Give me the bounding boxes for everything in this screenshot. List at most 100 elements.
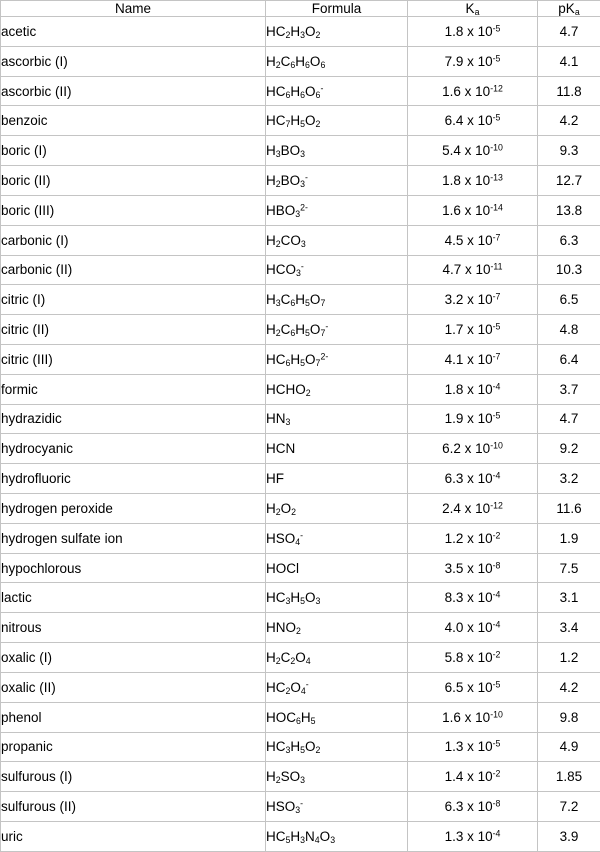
table-row: boric (II) H2BO3- 1.8 x 10-13 12.7 xyxy=(0,165,600,196)
ka-value-cell: 5.4 x 10-10 xyxy=(407,135,538,167)
formula-cell: H2C6H6O6 xyxy=(265,45,408,77)
acid-name-cell: sulfurous (I) xyxy=(0,761,266,793)
pka-value-cell: 4.7 xyxy=(537,403,600,435)
ka-value-cell: 8.3 x 10-4 xyxy=(407,582,538,614)
table-row: hydrofluoric HF 6.3 x 10-4 3.2 xyxy=(0,463,600,494)
ka-value-cell: 7.9 x 10-5 xyxy=(407,45,538,77)
pka-value-cell: 11.8 xyxy=(537,75,600,107)
formula-cell: HCN xyxy=(265,433,408,465)
formula-cell: HSO3- xyxy=(265,791,408,822)
ka-value-cell: 1.4 x 10-2 xyxy=(407,761,538,793)
formula-cell: H3C6H5O7 xyxy=(265,284,408,316)
pka-value-cell: 12.7 xyxy=(537,165,600,196)
acid-name-cell: hydrocyanic xyxy=(0,433,266,465)
formula-cell: HC3H5O3 xyxy=(265,582,408,614)
pka-value-cell: 3.7 xyxy=(537,373,600,405)
pka-value-cell: 1.2 xyxy=(537,642,600,673)
ka-value-cell: 1.3 x 10-5 xyxy=(407,731,538,763)
pka-value-cell: 4.8 xyxy=(537,314,600,345)
ka-value-cell: 6.5 x 10-5 xyxy=(407,671,538,703)
ka-value-cell: 4.5 x 10-7 xyxy=(407,224,538,256)
ka-value-cell: 1.9 x 10-5 xyxy=(407,403,538,435)
acid-name-cell: carbonic (I) xyxy=(0,224,266,256)
table-row: citric (I) H3C6H5O7 3.2 x 10-7 6.5 xyxy=(0,284,600,316)
table-row: boric (III) HBO32- 1.6 x 10-14 13.8 xyxy=(0,194,600,226)
acid-name-cell: acetic xyxy=(0,16,266,47)
formula-cell: HC7H5O2 xyxy=(265,105,408,137)
formula-cell: HBO32- xyxy=(265,194,408,226)
formula-cell: HC2H3O2 xyxy=(265,16,408,47)
ka-value-cell: 4.0 x 10-4 xyxy=(407,612,538,644)
table-body: acetic HC2H3O2 1.8 x 10-5 4.7 ascorbic (I) H2… xyxy=(0,16,600,852)
ka-value-cell: 6.2 x 10-10 xyxy=(407,433,538,465)
pka-value-cell: 3.2 xyxy=(537,463,600,494)
pka-value-cell: 4.2 xyxy=(537,671,600,703)
acid-name-cell: hydrazidic xyxy=(0,403,266,435)
formula-cell: HSO4- xyxy=(265,522,408,554)
formula-cell: H2CO3 xyxy=(265,224,408,256)
acid-name-cell: oxalic (I) xyxy=(0,642,266,673)
table-row: ascorbic (I) H2C6H6O6 7.9 x 10-5 4.1 xyxy=(0,45,600,77)
ka-value-cell: 1.6 x 10-12 xyxy=(407,75,538,107)
acid-name-cell: hypochlorous xyxy=(0,552,266,584)
formula-cell: HCO3- xyxy=(265,254,408,286)
formula-cell: HCHO2 xyxy=(265,373,408,405)
acid-name-cell: sulfurous (II) xyxy=(0,791,266,822)
acid-name-cell: citric (I) xyxy=(0,284,266,316)
ka-value-cell: 1.6 x 10-10 xyxy=(407,701,538,733)
formula-cell: HC2O4- xyxy=(265,671,408,703)
ka-value-cell: 2.4 x 10-12 xyxy=(407,493,538,524)
header-ka: Ka xyxy=(407,0,538,17)
table-row: phenol HOC6H5 1.6 x 10-10 9.8 xyxy=(0,701,600,733)
ka-value-cell: 6.3 x 10-4 xyxy=(407,463,538,494)
pka-value-cell: 9.3 xyxy=(537,135,600,167)
table-row: acetic HC2H3O2 1.8 x 10-5 4.7 xyxy=(0,16,600,47)
pka-value-cell: 4.9 xyxy=(537,731,600,763)
header-formula: Formula xyxy=(265,0,408,17)
acid-name-cell: propanic xyxy=(0,731,266,763)
formula-cell: H3BO3 xyxy=(265,135,408,167)
formula-cell: HC6H6O6- xyxy=(265,75,408,107)
acid-name-cell: hydrogen sulfate ion xyxy=(0,522,266,554)
formula-cell: H2SO3 xyxy=(265,761,408,793)
acid-name-cell: oxalic (II) xyxy=(0,671,266,703)
table-row: hypochlorous HOCl 3.5 x 10-8 7.5 xyxy=(0,552,600,584)
pka-value-cell: 6.3 xyxy=(537,224,600,256)
pka-value-cell: 10.3 xyxy=(537,254,600,286)
table-row: oxalic (I) H2C2O4 5.8 x 10-2 1.2 xyxy=(0,642,600,673)
table-row: sulfurous (I) H2SO3 1.4 x 10-2 1.85 xyxy=(0,761,600,793)
pka-value-cell: 3.9 xyxy=(537,820,600,852)
acid-name-cell: boric (III) xyxy=(0,194,266,226)
formula-cell: HC3H5O2 xyxy=(265,731,408,763)
table-row: hydrogen sulfate ion HSO4- 1.2 x 10-2 1.9 xyxy=(0,522,600,554)
acid-name-cell: ascorbic (II) xyxy=(0,75,266,107)
table-row: hydrazidic HN3 1.9 x 10-5 4.7 xyxy=(0,403,600,435)
table-row: propanic HC3H5O2 1.3 x 10-5 4.9 xyxy=(0,731,600,763)
formula-cell: HC5H3N4O3 xyxy=(265,820,408,852)
table-row: ascorbic (II) HC6H6O6- 1.6 x 10-12 11.8 xyxy=(0,75,600,107)
formula-cell: H2C2O4 xyxy=(265,642,408,673)
formula-cell: H2BO3- xyxy=(265,165,408,196)
ka-value-cell: 6.4 x 10-5 xyxy=(407,105,538,137)
acid-name-cell: carbonic (II) xyxy=(0,254,266,286)
table-row: carbonic (I) H2CO3 4.5 x 10-7 6.3 xyxy=(0,224,600,256)
acid-name-cell: uric xyxy=(0,820,266,852)
ka-value-cell: 6.3 x 10-8 xyxy=(407,791,538,822)
ka-value-cell: 3.2 x 10-7 xyxy=(407,284,538,316)
acid-name-cell: boric (I) xyxy=(0,135,266,167)
ka-value-cell: 4.1 x 10-7 xyxy=(407,343,538,375)
header-pka: pKa xyxy=(537,0,600,17)
pka-value-cell: 3.4 xyxy=(537,612,600,644)
ka-value-cell: 4.7 x 10-11 xyxy=(407,254,538,286)
acid-name-cell: boric (II) xyxy=(0,165,266,196)
acid-name-cell: hydrofluoric xyxy=(0,463,266,494)
pka-value-cell: 1.9 xyxy=(537,522,600,554)
pka-value-cell: 4.7 xyxy=(537,16,600,47)
pka-value-cell: 3.1 xyxy=(537,582,600,614)
acid-name-cell: hydrogen peroxide xyxy=(0,493,266,524)
table-row: benzoic HC7H5O2 6.4 x 10-5 4.2 xyxy=(0,105,600,137)
formula-cell: HOCl xyxy=(265,552,408,584)
ka-value-cell: 1.2 x 10-2 xyxy=(407,522,538,554)
ka-value-cell: 1.8 x 10-5 xyxy=(407,16,538,47)
acid-name-cell: formic xyxy=(0,373,266,405)
